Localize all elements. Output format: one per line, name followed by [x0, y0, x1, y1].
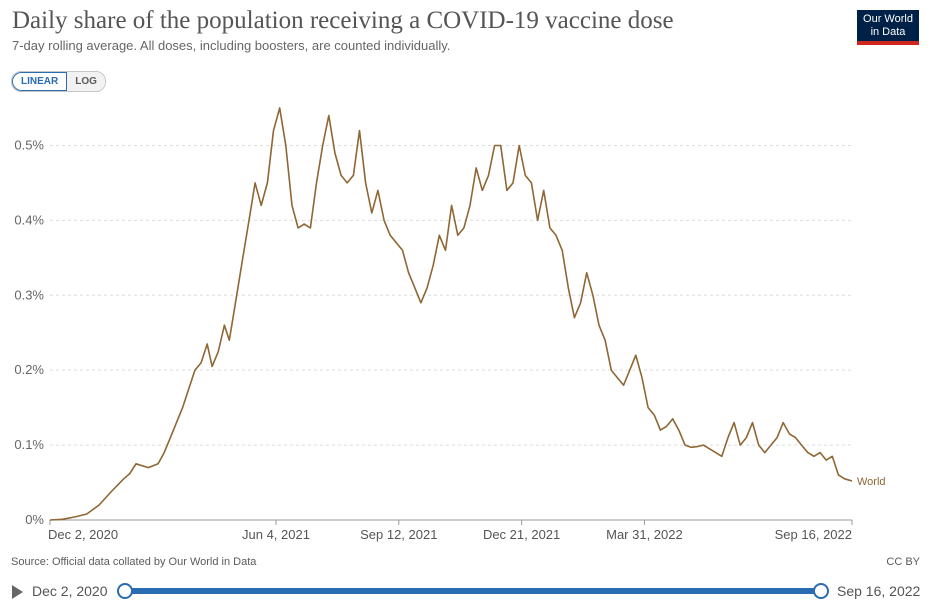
grid-layer — [50, 144, 852, 446]
axis-layer: 0% 0.1% 0.2% 0.3% 0.4% 0.5% Dec 2, 2020 Jun 4, … — [14, 137, 853, 542]
x-tick-label: Dec 2, 2020 — [48, 527, 118, 542]
x-tick-label: Dec 21, 2021 — [483, 527, 560, 542]
timeline-start-handle[interactable] — [117, 583, 133, 599]
series-layer: World — [49, 107, 886, 521]
timeline-end-handle[interactable] — [813, 583, 829, 599]
series-line-world[interactable] — [49, 107, 853, 521]
logo-line-2: in Data — [870, 26, 906, 38]
license-label[interactable]: CC BY — [886, 556, 920, 568]
source-note[interactable]: Source: Official data collated by Our Wo… — [11, 556, 257, 568]
y-tick-label: 0.4% — [14, 212, 44, 227]
y-tick-label: 0% — [25, 512, 44, 527]
y-tick-label: 0.5% — [14, 137, 44, 152]
x-tick-label: Mar 31, 2022 — [606, 527, 683, 542]
chart-subtitle: 7-day rolling average. All doses, includ… — [12, 38, 451, 53]
series-label-world[interactable]: World — [857, 476, 886, 488]
owid-logo[interactable]: Our World in Data — [857, 10, 919, 45]
x-tick-label: Jun 4, 2021 — [242, 527, 310, 542]
timeline-track[interactable] — [124, 588, 821, 594]
y-tick-label: 0.3% — [14, 287, 44, 302]
x-tick-label: Sep 16, 2022 — [775, 527, 852, 542]
chart-title: Daily share of the population receiving … — [12, 7, 674, 34]
logo-line-1: Our World — [863, 13, 913, 25]
linear-scale-button[interactable]: LINEAR — [12, 72, 68, 91]
scale-toggle: LINEAR LOG — [11, 71, 106, 92]
x-tick-label: Sep 12, 2021 — [360, 527, 437, 542]
timeline-slider: Dec 2, 2020 Sep 16, 2022 — [0, 578, 932, 604]
play-icon[interactable] — [12, 585, 23, 599]
y-tick-label: 0.1% — [14, 437, 44, 452]
timeline-end-label: Sep 16, 2022 — [837, 583, 921, 599]
y-tick-label: 0.2% — [14, 362, 44, 377]
timeline-start-label: Dec 2, 2020 — [32, 583, 108, 599]
log-scale-button[interactable]: LOG — [67, 72, 105, 91]
